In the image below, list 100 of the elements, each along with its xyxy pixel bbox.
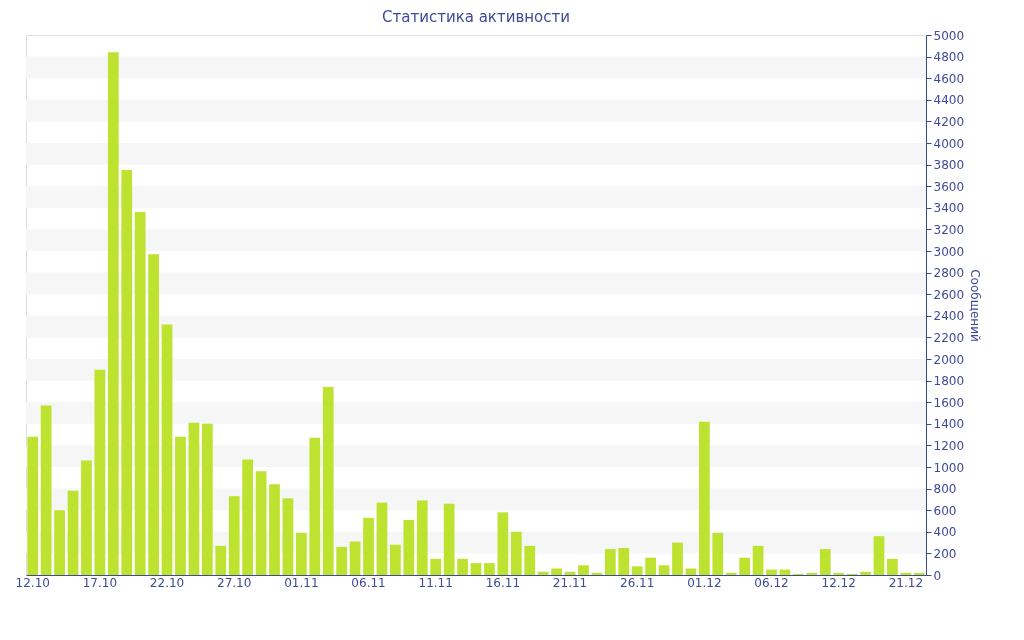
bar	[604, 549, 616, 575]
bar	[228, 496, 240, 575]
bar	[672, 542, 683, 575]
y-tick-label: 3200	[933, 222, 965, 237]
y-tick-label: 600	[933, 503, 957, 518]
bar	[430, 558, 442, 575]
y-tick-label: 1400	[933, 417, 965, 432]
bar	[161, 324, 173, 575]
bar	[658, 565, 670, 575]
bar	[403, 519, 415, 575]
bar	[201, 423, 213, 575]
x-tick-label: 12.10	[15, 575, 50, 590]
bar	[470, 563, 482, 575]
bar	[322, 387, 334, 575]
bar	[510, 531, 522, 575]
y-tick-label: 2200	[933, 330, 965, 345]
x-tick-label: 01.11	[284, 575, 319, 590]
y-tick-label: 3400	[933, 201, 965, 216]
y-tick-label: 4000	[933, 136, 965, 151]
bar	[94, 369, 106, 575]
y-tick-label: 4600	[933, 71, 965, 86]
bar	[806, 572, 818, 575]
x-tick-label: 06.12	[754, 575, 789, 590]
bar	[551, 568, 562, 575]
bar	[457, 558, 468, 575]
bar	[309, 437, 321, 575]
bar	[67, 490, 79, 575]
bar	[269, 484, 280, 575]
y-tick-label: 800	[933, 482, 957, 497]
bar	[712, 532, 724, 575]
y-tick-label: 4400	[933, 93, 965, 108]
y-tick-label: 200	[933, 546, 957, 561]
x-tick-label: 06.11	[351, 575, 386, 590]
bar	[376, 502, 388, 575]
bar	[752, 545, 764, 575]
y-tick-label: 1600	[933, 395, 965, 410]
x-tick-label: 21.12	[888, 575, 924, 590]
bar	[390, 544, 401, 575]
bar	[819, 549, 831, 575]
bar	[873, 536, 885, 575]
bar	[282, 498, 294, 575]
x-tick-label: 16.11	[485, 575, 521, 590]
bar	[27, 436, 39, 575]
bar	[524, 545, 536, 575]
bar	[242, 459, 254, 575]
bar	[618, 548, 630, 575]
bar	[484, 563, 495, 575]
bar	[631, 566, 643, 575]
bar	[860, 571, 871, 575]
x-tick-label: 12.12	[821, 575, 856, 590]
x-tick-label: 11.11	[418, 575, 453, 590]
bar	[107, 52, 119, 575]
y-tick-label: 2400	[933, 309, 965, 324]
y-tick-label: 1200	[933, 438, 965, 453]
bar	[349, 541, 361, 575]
bar	[497, 512, 509, 575]
bar	[363, 517, 374, 575]
bar	[296, 532, 307, 575]
x-tick-label: 17.10	[82, 575, 118, 590]
bar	[887, 558, 898, 575]
x-tick-label: 27.10	[217, 575, 252, 590]
y-tick-label: 3600	[933, 179, 965, 194]
bar	[54, 510, 65, 575]
bar	[255, 471, 267, 575]
y-tick-label: 5000	[933, 28, 965, 43]
bar	[336, 546, 348, 575]
bar	[913, 572, 925, 575]
y-tick-label: 0	[933, 568, 942, 583]
y-tick-label: 3000	[933, 244, 965, 259]
y-axis-title: Сообщений	[968, 269, 983, 342]
y-tick-label: 4200	[933, 114, 965, 129]
y-tick-label: 2800	[933, 266, 965, 281]
x-tick-label: 26.11	[620, 575, 655, 590]
bar	[175, 436, 186, 575]
x-tick-label: 22.10	[149, 575, 185, 590]
y-tick-label: 2000	[933, 352, 965, 367]
y-tick-label: 2600	[933, 287, 965, 302]
bar	[81, 460, 92, 575]
bar	[148, 254, 159, 575]
bar	[537, 571, 549, 575]
bar	[134, 212, 146, 575]
bar	[121, 170, 133, 575]
bar	[443, 503, 455, 575]
bar	[215, 545, 227, 575]
bar	[900, 572, 912, 575]
y-tick-label: 400	[933, 525, 957, 540]
bar	[766, 569, 777, 575]
bar	[645, 557, 656, 575]
bar	[698, 421, 710, 575]
bar	[833, 572, 845, 575]
bar	[739, 557, 751, 575]
bar	[188, 422, 200, 575]
y-tick-label: 1800	[933, 374, 965, 389]
bar	[416, 500, 428, 575]
y-tick-label: 3800	[933, 158, 965, 173]
x-tick-label: 21.11	[552, 575, 588, 590]
y-tick-label: 1000	[933, 460, 965, 475]
bar	[40, 405, 52, 575]
x-tick-label: 01.12	[687, 575, 722, 590]
y-tick-label: 4800	[933, 50, 965, 65]
